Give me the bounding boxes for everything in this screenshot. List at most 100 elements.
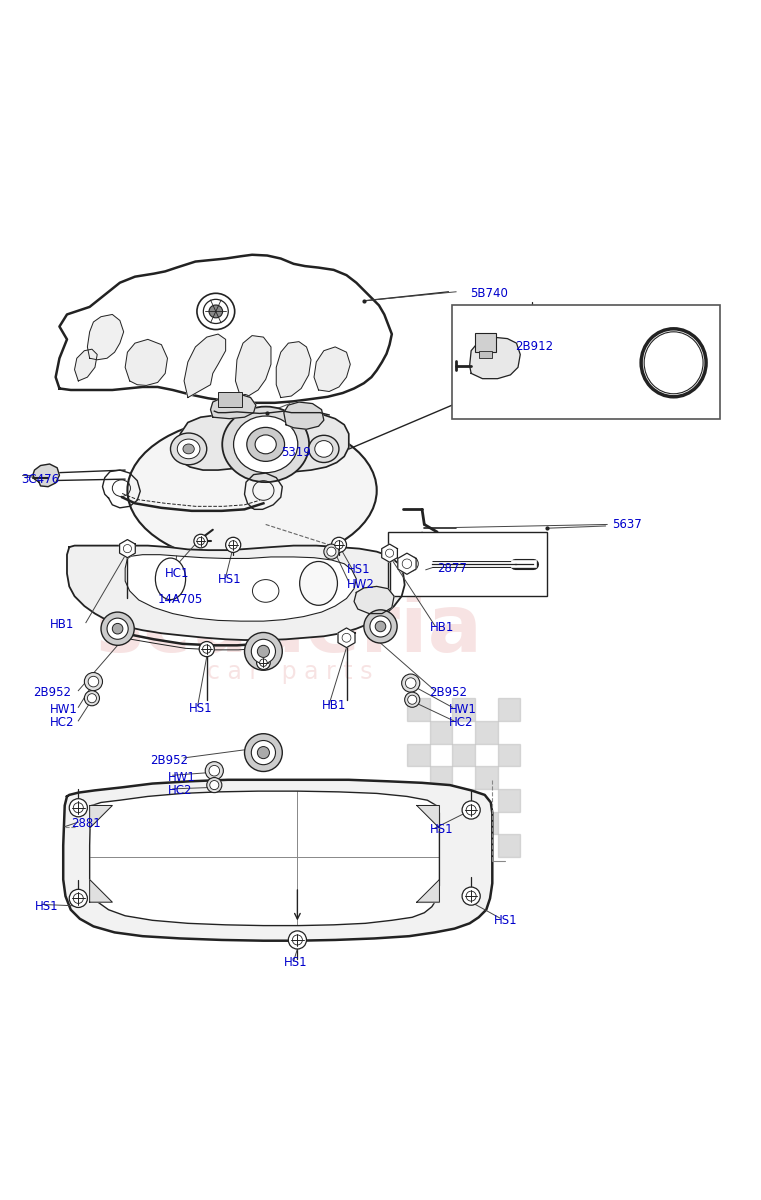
Text: 5319: 5319	[281, 446, 310, 460]
Ellipse shape	[84, 672, 103, 691]
Text: 2881: 2881	[71, 817, 100, 830]
Text: HS1: HS1	[218, 574, 242, 586]
Ellipse shape	[88, 677, 99, 686]
Text: 2B952: 2B952	[430, 685, 467, 698]
Ellipse shape	[257, 746, 269, 758]
Polygon shape	[75, 349, 97, 380]
Ellipse shape	[202, 644, 211, 653]
Bar	[479, 350, 492, 359]
Bar	[452, 834, 475, 857]
Text: HC2: HC2	[49, 716, 74, 728]
Text: HW1: HW1	[167, 772, 196, 784]
Ellipse shape	[222, 407, 309, 482]
Polygon shape	[90, 791, 439, 925]
Ellipse shape	[123, 545, 132, 553]
Ellipse shape	[251, 640, 275, 664]
Text: 2B952: 2B952	[150, 754, 188, 767]
Ellipse shape	[257, 646, 269, 658]
Bar	[498, 834, 521, 857]
Text: HW1: HW1	[49, 703, 78, 716]
Ellipse shape	[199, 642, 215, 656]
Text: 2B912: 2B912	[515, 341, 553, 354]
Bar	[430, 766, 452, 788]
Polygon shape	[33, 464, 59, 487]
Bar	[498, 698, 521, 721]
Text: 5637: 5637	[613, 518, 642, 530]
Ellipse shape	[402, 674, 420, 692]
Text: HS1: HS1	[494, 914, 517, 926]
Text: 2B952: 2B952	[33, 685, 71, 698]
Polygon shape	[398, 553, 416, 575]
Text: c a r   p a r t s: c a r p a r t s	[207, 660, 373, 684]
Ellipse shape	[194, 534, 208, 548]
Bar	[430, 721, 452, 744]
Polygon shape	[417, 805, 439, 828]
Text: HS1: HS1	[284, 956, 307, 970]
Ellipse shape	[197, 293, 234, 330]
Ellipse shape	[209, 766, 220, 776]
Bar	[475, 766, 498, 788]
Text: HB1: HB1	[430, 620, 454, 634]
Bar	[218, 392, 242, 407]
Ellipse shape	[466, 805, 476, 815]
Polygon shape	[180, 413, 349, 472]
Polygon shape	[88, 314, 123, 360]
Polygon shape	[90, 805, 113, 828]
Text: HB1: HB1	[49, 618, 74, 631]
Ellipse shape	[251, 740, 275, 764]
Text: HW2: HW2	[346, 577, 374, 590]
Bar	[407, 698, 430, 721]
Ellipse shape	[462, 887, 480, 905]
Ellipse shape	[88, 694, 97, 703]
Polygon shape	[338, 628, 355, 648]
Text: 5B740: 5B740	[470, 287, 508, 300]
Ellipse shape	[335, 541, 343, 550]
Ellipse shape	[260, 659, 267, 666]
Ellipse shape	[342, 634, 351, 642]
Ellipse shape	[292, 935, 302, 944]
Ellipse shape	[209, 305, 223, 318]
Polygon shape	[314, 347, 350, 391]
Text: scuderia: scuderia	[97, 592, 483, 670]
Text: 14A705: 14A705	[158, 593, 203, 606]
Ellipse shape	[364, 610, 397, 643]
Ellipse shape	[315, 440, 333, 457]
Bar	[452, 744, 475, 766]
Ellipse shape	[113, 624, 123, 634]
Bar	[475, 811, 498, 834]
Polygon shape	[90, 880, 113, 902]
Polygon shape	[125, 340, 167, 385]
Ellipse shape	[69, 889, 88, 907]
Ellipse shape	[406, 678, 416, 689]
Ellipse shape	[244, 733, 282, 772]
Ellipse shape	[203, 299, 228, 324]
Ellipse shape	[177, 439, 200, 458]
Ellipse shape	[253, 580, 279, 602]
Ellipse shape	[170, 433, 207, 464]
Ellipse shape	[229, 541, 237, 550]
Text: HS1: HS1	[34, 900, 58, 913]
Ellipse shape	[288, 931, 307, 949]
Ellipse shape	[69, 799, 88, 817]
Ellipse shape	[405, 692, 420, 707]
Ellipse shape	[84, 691, 100, 706]
Text: 3C476: 3C476	[21, 473, 60, 486]
Ellipse shape	[155, 558, 186, 600]
Polygon shape	[63, 780, 492, 941]
Ellipse shape	[127, 416, 377, 564]
Bar	[407, 788, 430, 811]
Ellipse shape	[197, 538, 205, 545]
Polygon shape	[184, 334, 225, 397]
Polygon shape	[67, 546, 405, 640]
Ellipse shape	[386, 550, 393, 557]
Bar	[407, 834, 430, 857]
Polygon shape	[56, 254, 392, 403]
Ellipse shape	[73, 803, 83, 812]
Ellipse shape	[309, 436, 339, 462]
Bar	[452, 305, 721, 419]
Text: HB1: HB1	[322, 700, 346, 713]
Ellipse shape	[241, 396, 247, 402]
Text: HC2: HC2	[167, 784, 192, 797]
Text: HC1: HC1	[165, 568, 189, 580]
Text: HC2: HC2	[448, 716, 473, 728]
